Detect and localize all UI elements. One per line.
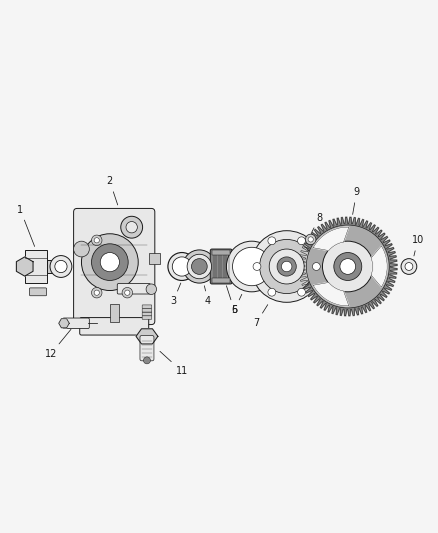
Circle shape bbox=[92, 287, 102, 298]
Text: 12: 12 bbox=[45, 329, 71, 359]
Polygon shape bbox=[371, 246, 387, 287]
Circle shape bbox=[168, 253, 196, 280]
Polygon shape bbox=[313, 227, 349, 251]
Circle shape bbox=[125, 290, 130, 295]
Polygon shape bbox=[59, 319, 69, 328]
FancyBboxPatch shape bbox=[63, 318, 89, 328]
Circle shape bbox=[401, 259, 417, 274]
Circle shape bbox=[268, 288, 276, 296]
Bar bbox=[212, 250, 230, 255]
FancyBboxPatch shape bbox=[80, 318, 149, 335]
FancyBboxPatch shape bbox=[29, 288, 46, 296]
Text: 5: 5 bbox=[226, 286, 237, 315]
Polygon shape bbox=[136, 329, 158, 344]
Circle shape bbox=[144, 357, 150, 364]
Circle shape bbox=[187, 254, 212, 279]
Circle shape bbox=[312, 263, 320, 270]
Text: 3: 3 bbox=[170, 283, 181, 306]
Circle shape bbox=[340, 259, 356, 274]
Circle shape bbox=[305, 234, 316, 245]
Text: 11: 11 bbox=[160, 351, 188, 376]
FancyBboxPatch shape bbox=[117, 284, 150, 294]
FancyBboxPatch shape bbox=[142, 305, 152, 309]
Circle shape bbox=[92, 235, 102, 246]
Bar bbox=[25, 250, 46, 283]
Circle shape bbox=[74, 241, 89, 257]
Bar bbox=[149, 253, 160, 264]
Text: 6: 6 bbox=[231, 294, 242, 315]
Circle shape bbox=[183, 250, 216, 283]
Circle shape bbox=[277, 257, 296, 276]
Circle shape bbox=[282, 261, 292, 272]
Text: 4: 4 bbox=[205, 286, 211, 306]
Circle shape bbox=[94, 238, 99, 243]
FancyBboxPatch shape bbox=[142, 309, 152, 312]
FancyBboxPatch shape bbox=[140, 335, 154, 361]
Circle shape bbox=[322, 241, 373, 292]
Circle shape bbox=[50, 256, 72, 277]
Circle shape bbox=[55, 261, 67, 272]
Circle shape bbox=[297, 288, 305, 296]
Circle shape bbox=[308, 237, 313, 242]
Polygon shape bbox=[16, 257, 33, 276]
Circle shape bbox=[334, 253, 362, 280]
Bar bbox=[110, 304, 120, 322]
FancyBboxPatch shape bbox=[142, 316, 152, 319]
Circle shape bbox=[253, 263, 261, 270]
Circle shape bbox=[121, 216, 143, 238]
Circle shape bbox=[268, 237, 276, 245]
Text: 2: 2 bbox=[107, 176, 118, 205]
Bar bbox=[46, 260, 57, 273]
Circle shape bbox=[233, 247, 271, 286]
Circle shape bbox=[122, 287, 133, 298]
Circle shape bbox=[269, 249, 304, 284]
Circle shape bbox=[405, 263, 413, 270]
Circle shape bbox=[94, 290, 99, 295]
Circle shape bbox=[260, 239, 314, 294]
Circle shape bbox=[126, 222, 138, 233]
Polygon shape bbox=[313, 282, 349, 306]
Text: 10: 10 bbox=[412, 235, 424, 256]
FancyBboxPatch shape bbox=[210, 249, 232, 284]
Circle shape bbox=[306, 225, 389, 308]
Circle shape bbox=[251, 231, 322, 302]
Circle shape bbox=[191, 259, 207, 274]
Bar bbox=[212, 278, 230, 283]
Text: 8: 8 bbox=[312, 213, 322, 232]
Text: 7: 7 bbox=[253, 305, 268, 328]
Circle shape bbox=[146, 284, 156, 294]
Circle shape bbox=[81, 234, 138, 290]
Circle shape bbox=[92, 244, 128, 280]
Text: 9: 9 bbox=[353, 187, 360, 214]
Polygon shape bbox=[298, 217, 397, 316]
Circle shape bbox=[172, 257, 191, 276]
FancyBboxPatch shape bbox=[142, 312, 152, 316]
Circle shape bbox=[297, 237, 305, 245]
Circle shape bbox=[100, 253, 120, 272]
Circle shape bbox=[226, 241, 277, 292]
Text: 1: 1 bbox=[17, 205, 35, 246]
FancyBboxPatch shape bbox=[74, 208, 155, 325]
